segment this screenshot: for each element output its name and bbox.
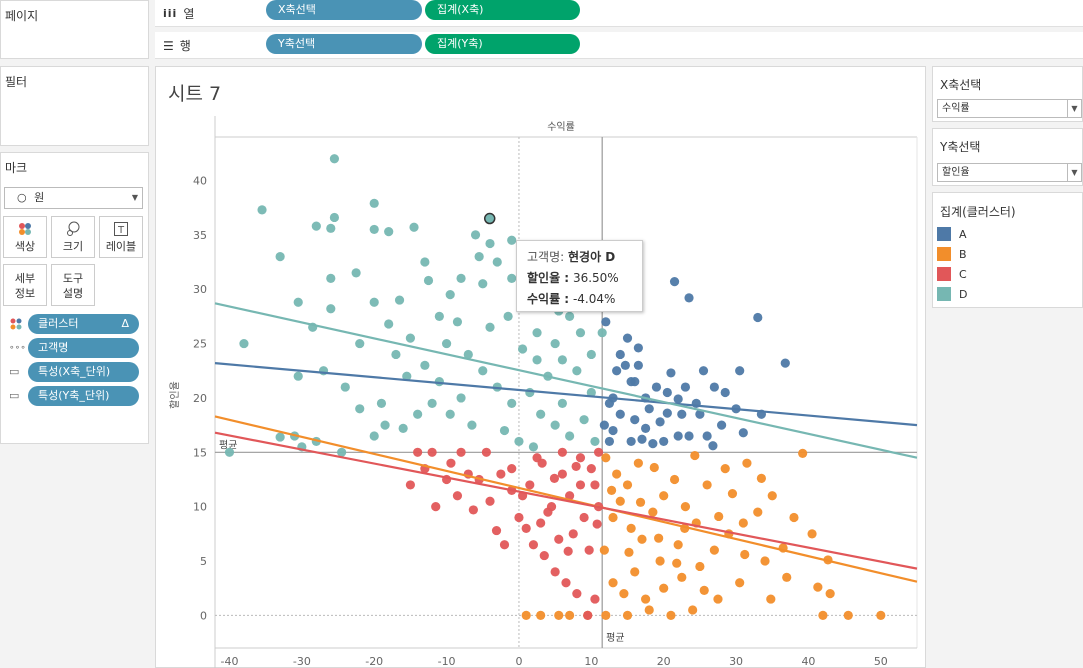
legend-label: A xyxy=(959,227,967,241)
filters-title: 필터 xyxy=(5,75,28,89)
circle-icon: ○ xyxy=(17,191,27,204)
label-button[interactable]: T 레이블 xyxy=(99,216,143,258)
color-icon xyxy=(9,314,27,334)
sheet-title: 시트 7 xyxy=(168,83,222,105)
tooltip-icon: ▭ xyxy=(9,389,20,402)
delta-icon: Δ xyxy=(121,317,129,330)
legend-item-b[interactable]: B xyxy=(937,246,967,262)
legend-item-d[interactable]: D xyxy=(937,286,967,302)
color-icon xyxy=(4,221,46,237)
detail-button[interactable]: 세부 정보 xyxy=(3,264,47,306)
pages-panel: 페이지 xyxy=(0,0,149,59)
color-button[interactable]: 색상 xyxy=(3,216,47,258)
x-axis-agg-pill[interactable]: 집계(X축) xyxy=(425,0,580,20)
marks-panel: 마크 ○ 원 ▼ 색상 크기 T 레이블 세부 정보 도구 설명 클러스터 Δ … xyxy=(0,152,149,444)
chevron-down-icon: ▼ xyxy=(1067,100,1081,117)
columns-shelf[interactable]: iii 열 X축선택 집계(X축) xyxy=(155,0,1083,27)
rows-label: 행 xyxy=(179,39,191,53)
y-axis-agg-pill[interactable]: 집계(Y축) xyxy=(425,34,580,54)
legend-item-a[interactable]: A xyxy=(937,226,967,242)
y-unit-field-pill[interactable]: 특성(Y축_단위) xyxy=(28,386,139,406)
tooltip-icon: ▭ xyxy=(9,365,20,378)
cluster-field-pill[interactable]: 클러스터 Δ xyxy=(28,314,139,334)
mark-type-select[interactable]: ○ 원 ▼ xyxy=(4,187,143,209)
columns-icon: iii xyxy=(163,7,178,20)
size-icon xyxy=(52,221,94,237)
mark-type-label: 원 xyxy=(34,191,45,204)
pages-title: 페이지 xyxy=(5,9,39,23)
marks-title: 마크 xyxy=(5,161,28,175)
legend-swatch xyxy=(937,247,951,261)
filters-panel[interactable]: 필터 xyxy=(0,66,149,146)
label-icon: T xyxy=(100,221,142,237)
legend-swatch xyxy=(937,267,951,281)
rows-shelf[interactable]: ☰ 행 Y축선택 집계(Y축) xyxy=(155,32,1083,59)
y-axis-select-pill[interactable]: Y축선택 xyxy=(266,34,422,54)
legend-swatch xyxy=(937,227,951,241)
sheet-view: 시트 7 xyxy=(155,66,926,668)
legend-label: D xyxy=(959,287,968,301)
svg-text:T: T xyxy=(117,225,125,236)
rows-icon: ☰ xyxy=(163,38,174,53)
chevron-down-icon: ▼ xyxy=(1067,164,1081,181)
legend-label: B xyxy=(959,247,967,261)
y-param-title: Y축선택 xyxy=(940,140,981,154)
y-param-select[interactable]: 할인율 ▼ xyxy=(937,163,1082,182)
legend-label: C xyxy=(959,267,967,281)
point-tooltip: 고객명: 현경아 D 할인율 : 36.50% 수익률 : -4.04% xyxy=(516,240,643,312)
customer-field-pill[interactable]: 고객명 xyxy=(28,338,139,358)
x-axis-select-pill[interactable]: X축선택 xyxy=(266,0,422,20)
x-param-select[interactable]: 수익률 ▼ xyxy=(937,99,1082,118)
legend-item-c[interactable]: C xyxy=(937,266,967,282)
chevron-down-icon: ▼ xyxy=(131,193,138,202)
detail-icon: ∘∘∘ xyxy=(9,343,26,353)
tooltip-button[interactable]: 도구 설명 xyxy=(51,264,95,306)
x-param-panel: X축선택 수익률 ▼ xyxy=(932,66,1083,122)
x-unit-field-pill[interactable]: 특성(X축_단위) xyxy=(28,362,139,382)
legend-title: 집계(클러스터) xyxy=(940,205,1016,219)
y-param-panel: Y축선택 할인율 ▼ xyxy=(932,128,1083,186)
x-param-title: X축선택 xyxy=(940,78,982,92)
columns-label: 열 xyxy=(183,7,195,21)
legend-swatch xyxy=(937,287,951,301)
size-button[interactable]: 크기 xyxy=(51,216,95,258)
